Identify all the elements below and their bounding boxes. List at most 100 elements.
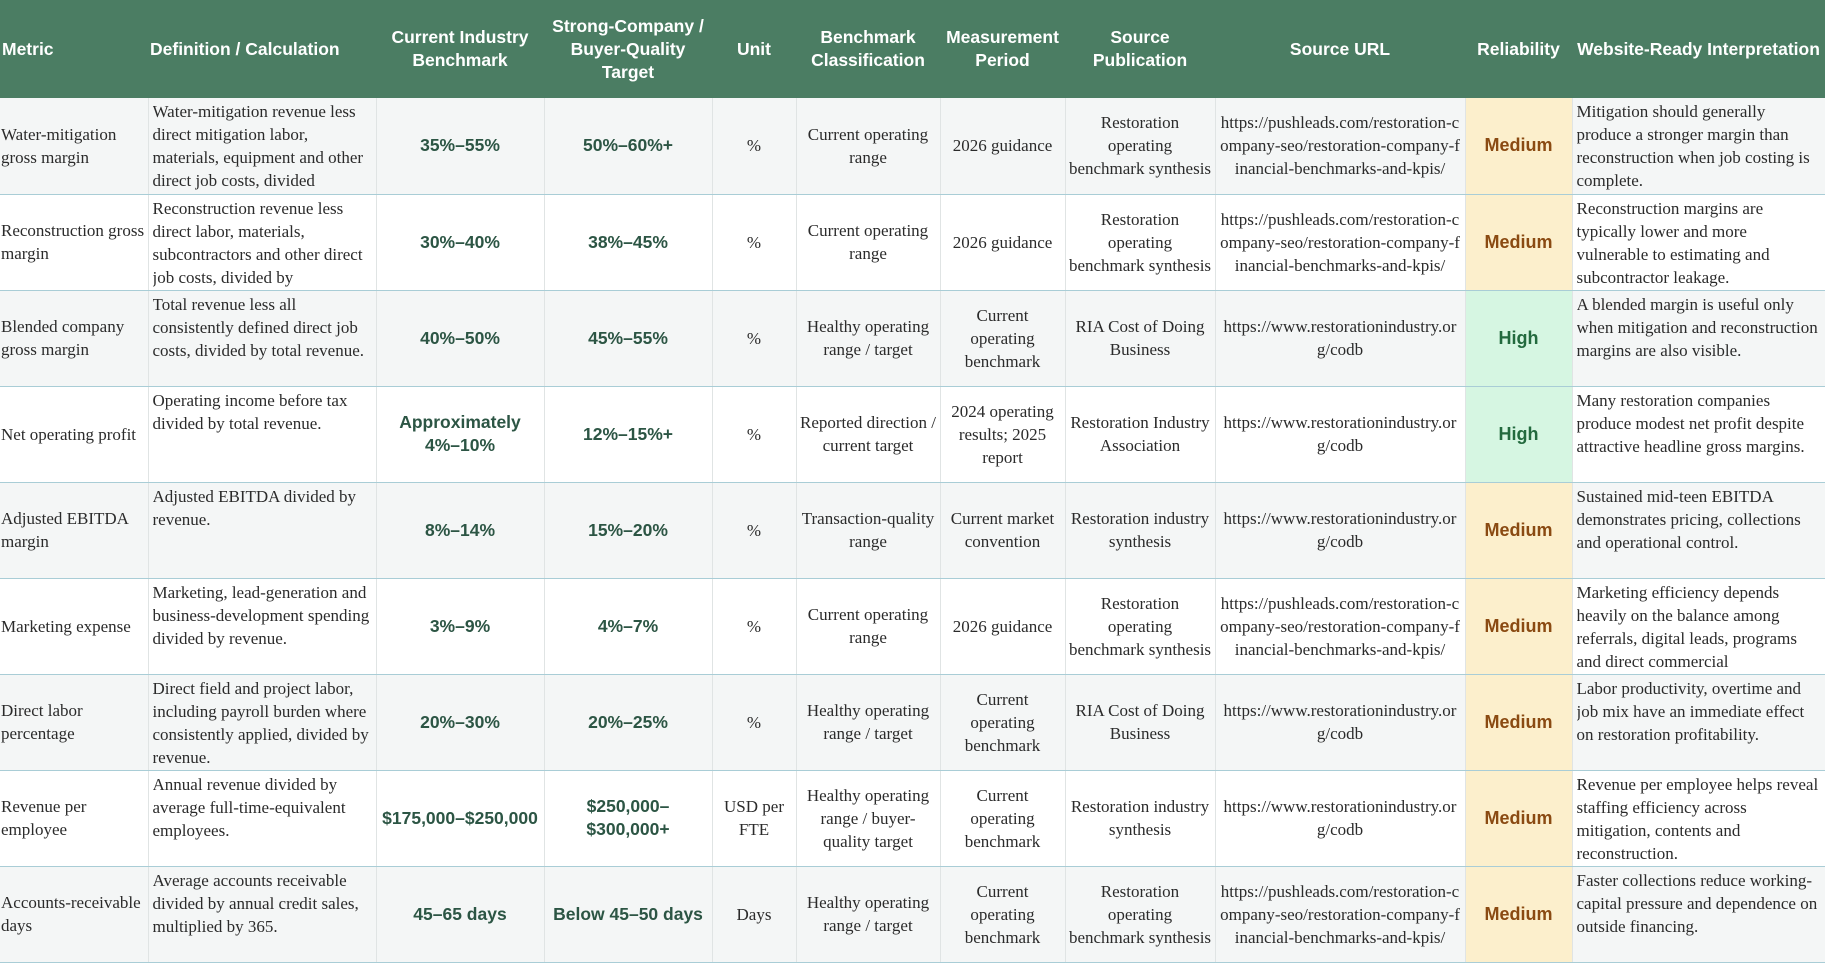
cell-source-url[interactable]: https://pushleads.com/restoration-compan… (1214, 98, 1465, 195)
cell-unit: % (711, 290, 796, 387)
cell-publication: Restoration Industry Association (1064, 386, 1215, 483)
cell-current-benchmark: 40%–50% (375, 290, 544, 387)
cell-target: 4%–7% (543, 578, 712, 675)
cell-unit: % (711, 194, 796, 291)
cell-source-url[interactable]: https://www.restorationindustry.org/codb (1214, 290, 1465, 387)
header-row: Metric Definition / Calculation Current … (0, 0, 1825, 98)
cell-source-url[interactable]: https://www.restorationindustry.org/codb (1214, 386, 1465, 483)
cell-publication: Restoration industry synthesis (1064, 482, 1215, 579)
cell-target: 20%–25% (543, 674, 712, 771)
cell-definition: Average accounts receivable divided by a… (147, 866, 376, 963)
cell-target: 15%–20% (543, 482, 712, 579)
table-row: Accounts-receivable days Average account… (0, 866, 1825, 963)
table-row: Water-mitigation gross margin Water-miti… (0, 98, 1825, 195)
header-interpretation: Website-Ready Interpretation (1572, 0, 1825, 98)
header-target: Strong-Company / Buyer-Quality Target (544, 0, 712, 98)
cell-interpretation: Labor productivity, overtime and job mix… (1571, 674, 1825, 771)
cell-interpretation: Marketing efficiency depends heavily on … (1571, 578, 1825, 675)
cell-definition: Operating income before tax divided by t… (147, 386, 376, 483)
cell-publication: Restoration industry synthesis (1064, 770, 1215, 867)
cell-unit: Days (711, 866, 796, 963)
cell-unit: % (711, 98, 796, 195)
cell-current-benchmark: $175,000–$250,000 (375, 770, 544, 867)
table-row: Marketing expense Marketing, lead-genera… (0, 578, 1825, 675)
cell-current-benchmark: 20%–30% (375, 674, 544, 771)
cell-reliability: Medium (1464, 194, 1572, 291)
cell-reliability: Medium (1464, 98, 1572, 195)
cell-interpretation: Sustained mid-teen EBITDA demonstrates p… (1571, 482, 1825, 579)
cell-period: 2026 guidance (939, 578, 1065, 675)
table-body: Water-mitigation gross margin Water-miti… (0, 98, 1825, 963)
cell-interpretation: Mitigation should generally produce a st… (1571, 98, 1825, 195)
cell-source-url[interactable]: https://www.restorationindustry.org/codb (1214, 482, 1465, 579)
cell-definition: Total revenue less all consistently defi… (147, 290, 376, 387)
cell-interpretation: Reconstruction margins are typically low… (1571, 194, 1825, 291)
cell-source-url[interactable]: https://www.restorationindustry.org/codb (1214, 674, 1465, 771)
cell-period: Current operating benchmark (939, 866, 1065, 963)
cell-reliability: High (1464, 386, 1572, 483)
cell-publication: Restoration operating benchmark synthesi… (1064, 866, 1215, 963)
table-row: Revenue per employee Annual revenue divi… (0, 770, 1825, 867)
cell-classification: Transaction-quality range (795, 482, 940, 579)
cell-reliability: Medium (1464, 578, 1572, 675)
cell-period: Current market convention (939, 482, 1065, 579)
cell-source-url[interactable]: https://pushleads.com/restoration-compan… (1214, 866, 1465, 963)
cell-definition: Direct field and project labor, includin… (147, 674, 376, 771)
cell-reliability: Medium (1464, 482, 1572, 579)
header-classification: Benchmark Classification (796, 0, 940, 98)
cell-definition: Reconstruction revenue less direct labor… (147, 194, 376, 291)
cell-target: $250,000–$300,000+ (543, 770, 712, 867)
cell-period: 2026 guidance (939, 194, 1065, 291)
cell-period: Current operating benchmark (939, 674, 1065, 771)
cell-current-benchmark: Approximately 4%–10% (375, 386, 544, 483)
cell-definition: Annual revenue divided by average full-t… (147, 770, 376, 867)
cell-current-benchmark: 8%–14% (375, 482, 544, 579)
cell-current-benchmark: 35%–55% (375, 98, 544, 195)
cell-definition: Marketing, lead-generation and business-… (147, 578, 376, 675)
cell-metric: Adjusted EBITDA margin (0, 482, 148, 579)
cell-metric: Blended company gross margin (0, 290, 148, 387)
cell-period: Current operating benchmark (939, 290, 1065, 387)
cell-publication: RIA Cost of Doing Business (1064, 290, 1215, 387)
cell-source-url[interactable]: https://www.restorationindustry.org/codb (1214, 770, 1465, 867)
cell-publication: RIA Cost of Doing Business (1064, 674, 1215, 771)
cell-metric: Marketing expense (0, 578, 148, 675)
header-publication: Source Publication (1065, 0, 1215, 98)
table-row: Direct labor percentage Direct field and… (0, 674, 1825, 771)
cell-interpretation: A blended margin is useful only when mit… (1571, 290, 1825, 387)
header-period: Measurement Period (940, 0, 1065, 98)
cell-unit: % (711, 482, 796, 579)
cell-classification: Healthy operating range / target (795, 866, 940, 963)
cell-unit: % (711, 674, 796, 771)
cell-current-benchmark: 45–65 days (375, 866, 544, 963)
cell-source-url[interactable]: https://pushleads.com/restoration-compan… (1214, 194, 1465, 291)
header-current-benchmark: Current Industry Benchmark (376, 0, 544, 98)
header-reliability: Reliability (1465, 0, 1572, 98)
cell-target: 45%–55% (543, 290, 712, 387)
cell-target: 50%–60%+ (543, 98, 712, 195)
cell-period: 2024 operating results; 2025 report (939, 386, 1065, 483)
cell-interpretation: Many restoration companies produce modes… (1571, 386, 1825, 483)
cell-classification: Reported direction / current target (795, 386, 940, 483)
cell-target: 12%–15%+ (543, 386, 712, 483)
cell-classification: Current operating range (795, 578, 940, 675)
cell-target: Below 45–50 days (543, 866, 712, 963)
cell-metric: Net operating profit (0, 386, 148, 483)
cell-reliability: Medium (1464, 770, 1572, 867)
cell-publication: Restoration operating benchmark synthesi… (1064, 98, 1215, 195)
table-row: Blended company gross margin Total reven… (0, 290, 1825, 387)
cell-reliability: High (1464, 290, 1572, 387)
cell-target: 38%–45% (543, 194, 712, 291)
cell-unit: % (711, 578, 796, 675)
cell-period: 2026 guidance (939, 98, 1065, 195)
cell-publication: Restoration operating benchmark synthesi… (1064, 194, 1215, 291)
cell-metric: Water-mitigation gross margin (0, 98, 148, 195)
table-row: Reconstruction gross margin Reconstructi… (0, 194, 1825, 291)
header-definition: Definition / Calculation (148, 0, 376, 98)
cell-source-url[interactable]: https://pushleads.com/restoration-compan… (1214, 578, 1465, 675)
cell-definition: Water-mitigation revenue less direct mit… (147, 98, 376, 195)
cell-current-benchmark: 30%–40% (375, 194, 544, 291)
cell-unit: % (711, 386, 796, 483)
cell-classification: Current operating range (795, 194, 940, 291)
